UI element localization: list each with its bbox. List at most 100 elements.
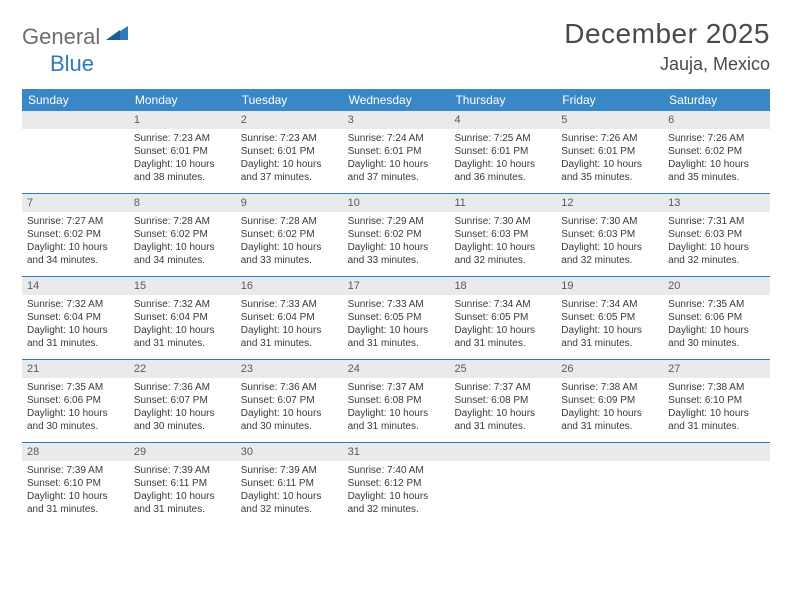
day-body: Sunrise: 7:40 AMSunset: 6:12 PMDaylight:… — [343, 461, 450, 520]
calendar-grid: SundayMondayTuesdayWednesdayThursdayFrid… — [22, 89, 770, 525]
daylight-text: Daylight: 10 hours and 33 minutes. — [348, 241, 445, 267]
day-body: Sunrise: 7:32 AMSunset: 6:04 PMDaylight:… — [129, 295, 236, 354]
daylight-text: Daylight: 10 hours and 31 minutes. — [241, 324, 338, 350]
day-number: 13 — [663, 194, 770, 212]
sunrise-text: Sunrise: 7:34 AM — [561, 298, 658, 311]
sunrise-text: Sunrise: 7:33 AM — [241, 298, 338, 311]
weekday-header: Monday — [129, 89, 236, 111]
sunset-text: Sunset: 6:05 PM — [348, 311, 445, 324]
day-number: 17 — [343, 277, 450, 295]
weekday-header: Saturday — [663, 89, 770, 111]
day-number: 26 — [556, 360, 663, 378]
daylight-text: Daylight: 10 hours and 36 minutes. — [454, 158, 551, 184]
day-number: 14 — [22, 277, 129, 295]
daylight-text: Daylight: 10 hours and 35 minutes. — [561, 158, 658, 184]
daylight-text: Daylight: 10 hours and 31 minutes. — [668, 407, 765, 433]
day-body: Sunrise: 7:25 AMSunset: 6:01 PMDaylight:… — [449, 129, 556, 188]
day-number: 10 — [343, 194, 450, 212]
sunrise-text: Sunrise: 7:28 AM — [134, 215, 231, 228]
sunset-text: Sunset: 6:11 PM — [134, 477, 231, 490]
day-cell: 13Sunrise: 7:31 AMSunset: 6:03 PMDayligh… — [663, 194, 770, 276]
daylight-text: Daylight: 10 hours and 30 minutes. — [27, 407, 124, 433]
day-cell: 8Sunrise: 7:28 AMSunset: 6:02 PMDaylight… — [129, 194, 236, 276]
week-row: 21Sunrise: 7:35 AMSunset: 6:06 PMDayligh… — [22, 360, 770, 443]
daylight-text: Daylight: 10 hours and 30 minutes. — [668, 324, 765, 350]
day-body: Sunrise: 7:34 AMSunset: 6:05 PMDaylight:… — [449, 295, 556, 354]
day-number: 3 — [343, 111, 450, 129]
day-cell: 9Sunrise: 7:28 AMSunset: 6:02 PMDaylight… — [236, 194, 343, 276]
day-body: Sunrise: 7:38 AMSunset: 6:10 PMDaylight:… — [663, 378, 770, 437]
sunrise-text: Sunrise: 7:31 AM — [668, 215, 765, 228]
day-cell: 3Sunrise: 7:24 AMSunset: 6:01 PMDaylight… — [343, 111, 450, 193]
day-cell: 2Sunrise: 7:23 AMSunset: 6:01 PMDaylight… — [236, 111, 343, 193]
sunrise-text: Sunrise: 7:30 AM — [561, 215, 658, 228]
day-body: Sunrise: 7:38 AMSunset: 6:09 PMDaylight:… — [556, 378, 663, 437]
daylight-text: Daylight: 10 hours and 33 minutes. — [241, 241, 338, 267]
day-number: 30 — [236, 443, 343, 461]
sunrise-text: Sunrise: 7:35 AM — [668, 298, 765, 311]
day-cell: 23Sunrise: 7:36 AMSunset: 6:07 PMDayligh… — [236, 360, 343, 442]
day-cell: 22Sunrise: 7:36 AMSunset: 6:07 PMDayligh… — [129, 360, 236, 442]
sunset-text: Sunset: 6:01 PM — [454, 145, 551, 158]
sunset-text: Sunset: 6:03 PM — [668, 228, 765, 241]
sunset-text: Sunset: 6:06 PM — [668, 311, 765, 324]
daylight-text: Daylight: 10 hours and 32 minutes. — [241, 490, 338, 516]
day-number — [663, 443, 770, 461]
sunrise-text: Sunrise: 7:39 AM — [241, 464, 338, 477]
sunrise-text: Sunrise: 7:40 AM — [348, 464, 445, 477]
sunrise-text: Sunrise: 7:29 AM — [348, 215, 445, 228]
day-number: 9 — [236, 194, 343, 212]
day-number: 18 — [449, 277, 556, 295]
sunrise-text: Sunrise: 7:36 AM — [241, 381, 338, 394]
sunrise-text: Sunrise: 7:26 AM — [561, 132, 658, 145]
sunrise-text: Sunrise: 7:23 AM — [241, 132, 338, 145]
day-number: 5 — [556, 111, 663, 129]
day-body: Sunrise: 7:32 AMSunset: 6:04 PMDaylight:… — [22, 295, 129, 354]
daylight-text: Daylight: 10 hours and 31 minutes. — [561, 324, 658, 350]
sunrise-text: Sunrise: 7:30 AM — [454, 215, 551, 228]
sunset-text: Sunset: 6:03 PM — [561, 228, 658, 241]
weekday-header: Sunday — [22, 89, 129, 111]
sunset-text: Sunset: 6:01 PM — [241, 145, 338, 158]
sunset-text: Sunset: 6:07 PM — [134, 394, 231, 407]
sunset-text: Sunset: 6:05 PM — [454, 311, 551, 324]
day-number: 6 — [663, 111, 770, 129]
day-number: 8 — [129, 194, 236, 212]
day-body: Sunrise: 7:31 AMSunset: 6:03 PMDaylight:… — [663, 212, 770, 271]
day-cell: 11Sunrise: 7:30 AMSunset: 6:03 PMDayligh… — [449, 194, 556, 276]
day-body: Sunrise: 7:23 AMSunset: 6:01 PMDaylight:… — [129, 129, 236, 188]
day-cell: 4Sunrise: 7:25 AMSunset: 6:01 PMDaylight… — [449, 111, 556, 193]
calendar-page: General December 2025 Jauja, Mexico Blue… — [0, 0, 792, 543]
sunset-text: Sunset: 6:03 PM — [454, 228, 551, 241]
day-cell — [449, 443, 556, 525]
daylight-text: Daylight: 10 hours and 34 minutes. — [27, 241, 124, 267]
day-body: Sunrise: 7:36 AMSunset: 6:07 PMDaylight:… — [129, 378, 236, 437]
day-cell: 12Sunrise: 7:30 AMSunset: 6:03 PMDayligh… — [556, 194, 663, 276]
sunset-text: Sunset: 6:01 PM — [134, 145, 231, 158]
sunset-text: Sunset: 6:02 PM — [134, 228, 231, 241]
day-cell: 25Sunrise: 7:37 AMSunset: 6:08 PMDayligh… — [449, 360, 556, 442]
daylight-text: Daylight: 10 hours and 32 minutes. — [454, 241, 551, 267]
day-body: Sunrise: 7:29 AMSunset: 6:02 PMDaylight:… — [343, 212, 450, 271]
daylight-text: Daylight: 10 hours and 37 minutes. — [241, 158, 338, 184]
week-row: 28Sunrise: 7:39 AMSunset: 6:10 PMDayligh… — [22, 443, 770, 525]
day-number: 27 — [663, 360, 770, 378]
sunrise-text: Sunrise: 7:39 AM — [134, 464, 231, 477]
day-number: 19 — [556, 277, 663, 295]
day-cell: 7Sunrise: 7:27 AMSunset: 6:02 PMDaylight… — [22, 194, 129, 276]
weeks-container: 1Sunrise: 7:23 AMSunset: 6:01 PMDaylight… — [22, 111, 770, 525]
day-number: 16 — [236, 277, 343, 295]
sunset-text: Sunset: 6:10 PM — [27, 477, 124, 490]
day-cell: 5Sunrise: 7:26 AMSunset: 6:01 PMDaylight… — [556, 111, 663, 193]
day-number: 4 — [449, 111, 556, 129]
day-body: Sunrise: 7:27 AMSunset: 6:02 PMDaylight:… — [22, 212, 129, 271]
sunrise-text: Sunrise: 7:24 AM — [348, 132, 445, 145]
day-body: Sunrise: 7:39 AMSunset: 6:11 PMDaylight:… — [129, 461, 236, 520]
day-cell: 26Sunrise: 7:38 AMSunset: 6:09 PMDayligh… — [556, 360, 663, 442]
day-cell: 27Sunrise: 7:38 AMSunset: 6:10 PMDayligh… — [663, 360, 770, 442]
sunrise-text: Sunrise: 7:32 AM — [134, 298, 231, 311]
day-body: Sunrise: 7:24 AMSunset: 6:01 PMDaylight:… — [343, 129, 450, 188]
day-body: Sunrise: 7:28 AMSunset: 6:02 PMDaylight:… — [236, 212, 343, 271]
day-number — [449, 443, 556, 461]
sunrise-text: Sunrise: 7:23 AM — [134, 132, 231, 145]
